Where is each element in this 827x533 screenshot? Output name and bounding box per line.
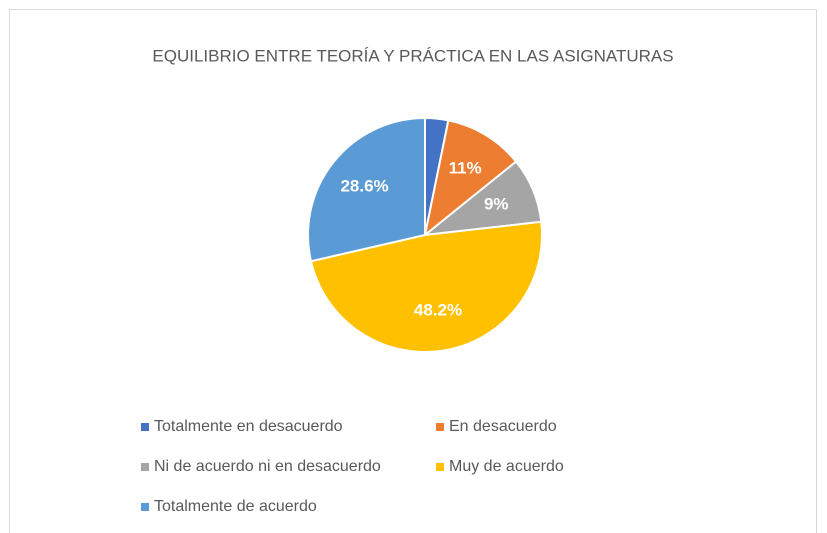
legend-label: Totalmente de acuerdo bbox=[154, 498, 317, 515]
legend-label: Totalmente en desacuerdo bbox=[154, 418, 343, 435]
legend-swatch bbox=[141, 503, 149, 511]
data-label: 48.2% bbox=[414, 301, 462, 320]
data-label: 28.6% bbox=[340, 176, 388, 195]
legend-label: Muy de acuerdo bbox=[449, 458, 564, 475]
legend-swatch bbox=[436, 463, 444, 471]
data-label: 9% bbox=[484, 195, 509, 214]
pie-slice bbox=[307, 116, 426, 263]
pie-slice bbox=[423, 119, 518, 238]
chart-title: EQUILIBRIO ENTRE TEORÍA Y PRÁCTICA EN LA… bbox=[152, 46, 673, 65]
legend-label: Ni de acuerdo ni en desacuerdo bbox=[154, 458, 381, 475]
legend-label: En desacuerdo bbox=[449, 418, 557, 435]
legend-swatch bbox=[436, 423, 444, 431]
legend-swatch bbox=[141, 463, 149, 471]
pie-slice bbox=[309, 220, 543, 353]
legend-swatch bbox=[141, 423, 149, 431]
data-label: 11% bbox=[449, 159, 482, 178]
